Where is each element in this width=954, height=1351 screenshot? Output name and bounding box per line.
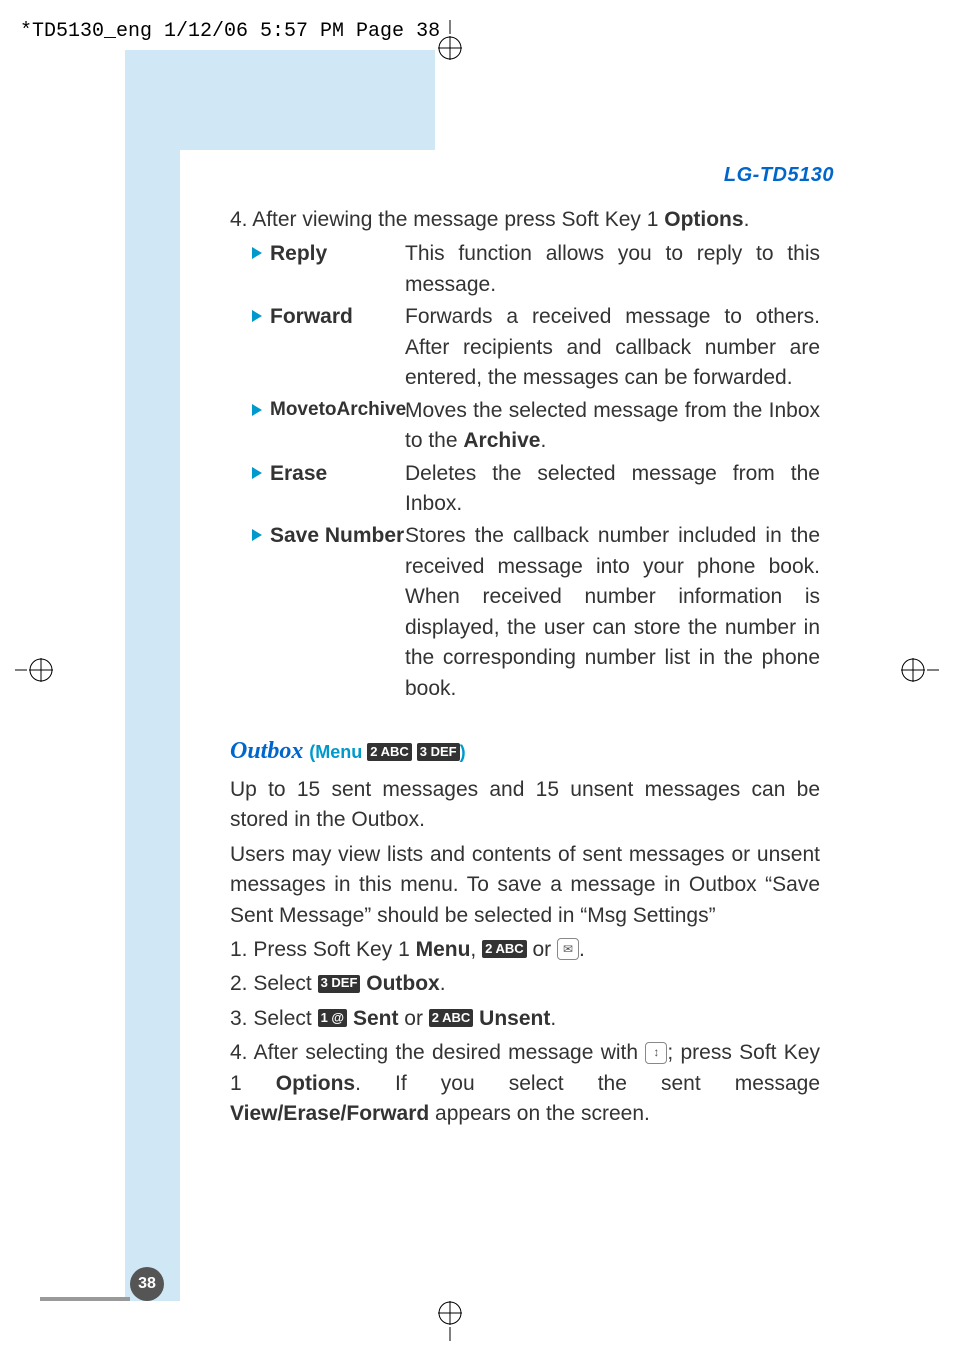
- desc-post: .: [540, 429, 546, 452]
- step-4: 4. After selecting the desired message w…: [230, 1038, 820, 1129]
- step2-end: .: [440, 972, 446, 995]
- menu-prefix: (Menu: [309, 742, 367, 762]
- step4-vef: View/Erase/Forward: [230, 1102, 429, 1125]
- arrow-icon: [252, 467, 262, 479]
- arrow-icon: [252, 310, 262, 322]
- message-icon: ✉: [557, 938, 579, 960]
- key-1-icon: 1 @: [318, 1009, 348, 1027]
- option-name: Reply: [270, 239, 327, 269]
- outbox-heading: Outbox: [230, 738, 303, 764]
- step3-sent: Sent: [353, 1007, 399, 1030]
- page-content: 4. After viewing the message press Soft …: [230, 205, 820, 1134]
- option-desc: Deletes the selected message from the In…: [405, 459, 820, 520]
- step2-bold: Outbox: [366, 972, 440, 995]
- step-3: 3. Select 1 @ Sent or 2 ABC Unsent.: [230, 1004, 820, 1034]
- option-reply: Reply This function allows you to reply …: [230, 239, 820, 300]
- key-2-icon: 2 ABC: [367, 743, 412, 761]
- step-2: 2. Select 3 DEF Outbox.: [230, 969, 820, 999]
- intro-line: 4. After viewing the message press Soft …: [230, 205, 820, 235]
- option-save-number: Save Number Stores the callback number i…: [230, 521, 820, 704]
- step4-mid2: . If you select the sent message: [355, 1072, 820, 1095]
- crop-mark-right: [899, 650, 939, 690]
- step4-end: appears on the screen.: [429, 1102, 650, 1125]
- step2-pre: 2. Select: [230, 972, 318, 995]
- step-1: 1. Press Soft Key 1 Menu, 2 ABC or ✉.: [230, 935, 820, 965]
- arrow-icon: [252, 404, 262, 416]
- option-name: MovetoArchive: [270, 396, 406, 424]
- crop-mark-bottom: [430, 1301, 470, 1341]
- key-2-icon: 2 ABC: [429, 1009, 474, 1027]
- intro-prefix: 4. After viewing the message press Soft …: [230, 208, 664, 231]
- intro-suffix: .: [744, 208, 750, 231]
- option-movetoarchive: MovetoArchive Moves the selected message…: [230, 396, 820, 457]
- arrow-icon: [252, 529, 262, 541]
- page-number: 38: [130, 1267, 164, 1301]
- outbox-para2: Users may view lists and contents of sen…: [230, 840, 820, 931]
- step3-unsent: Unsent: [479, 1007, 550, 1030]
- key-3-icon: 3 DEF: [417, 743, 460, 761]
- key-3-icon: 3 DEF: [318, 975, 361, 993]
- option-name: Save Number: [270, 521, 404, 551]
- arrow-icon: [252, 247, 262, 259]
- option-desc: Stores the callback number included in t…: [405, 521, 820, 704]
- option-desc: Moves the selected message from the Inbo…: [405, 396, 820, 457]
- step3-end: .: [550, 1007, 556, 1030]
- option-desc: Forwards a received message to others. A…: [405, 302, 820, 393]
- intro-bold: Options: [664, 208, 743, 231]
- step1-end: .: [579, 938, 585, 961]
- option-desc: This function allows you to reply to thi…: [405, 239, 820, 300]
- option-erase: Erase Deletes the selected message from …: [230, 459, 820, 520]
- option-forward: Forward Forwards a received message to o…: [230, 302, 820, 393]
- step1-bold: Menu: [416, 938, 471, 961]
- key-2-icon: 2 ABC: [482, 940, 527, 958]
- menu-suffix: ): [460, 742, 466, 762]
- step1-mid: ,: [470, 938, 482, 961]
- outbox-para1: Up to 15 sent messages and 15 unsent mes…: [230, 775, 820, 836]
- left-decorative-band: [125, 50, 180, 1301]
- step3-pre: 3. Select: [230, 1007, 318, 1030]
- step3-or: or: [398, 1007, 428, 1030]
- outbox-section-title: Outbox (Menu 2 ABC 3 DEF): [230, 734, 820, 769]
- step1-or: or: [527, 938, 557, 961]
- option-name: Erase: [270, 459, 327, 489]
- crop-mark-left: [15, 650, 55, 690]
- step1-pre: 1. Press Soft Key 1: [230, 938, 416, 961]
- menu-label: (Menu 2 ABC 3 DEF): [309, 742, 465, 762]
- desc-bold: Archive: [463, 429, 540, 452]
- top-decorative-band: [125, 50, 435, 150]
- model-number: LG-TD5130: [724, 164, 834, 187]
- bottom-rule: [40, 1297, 130, 1301]
- option-name: Forward: [270, 302, 353, 332]
- step4-options: Options: [276, 1072, 355, 1095]
- step4-pre: 4. After selecting the desired message w…: [230, 1041, 645, 1064]
- file-info-header: *TD5130_eng 1/12/06 5:57 PM Page 38: [20, 20, 440, 43]
- nav-icon: ↕: [645, 1042, 667, 1064]
